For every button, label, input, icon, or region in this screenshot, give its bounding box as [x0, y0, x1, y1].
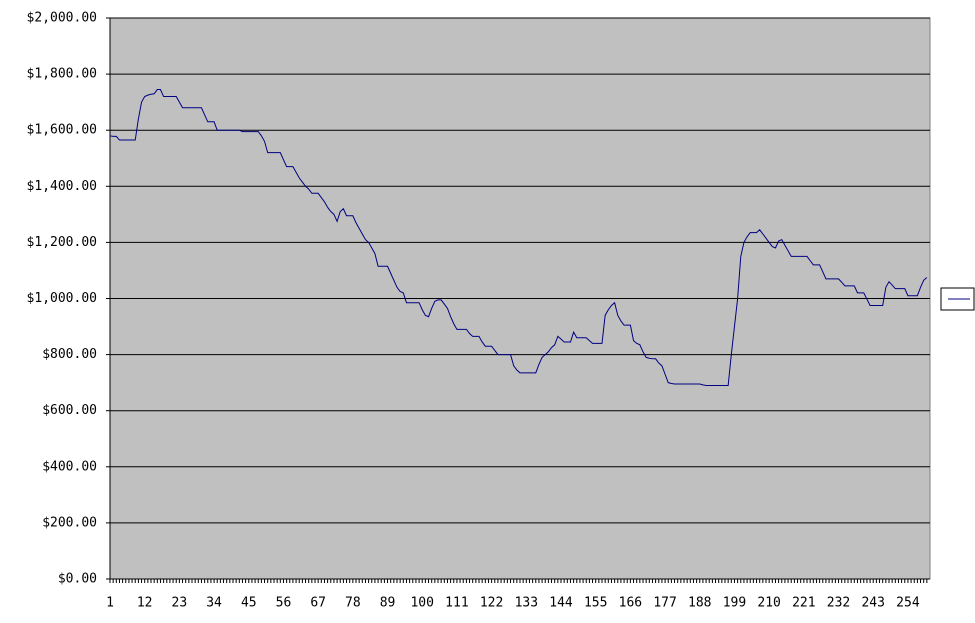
y-tick-label: $800.00 [42, 347, 97, 362]
x-tick-label: 188 [688, 596, 711, 611]
x-tick-label: 210 [757, 596, 780, 611]
x-tick-label: 133 [515, 596, 538, 611]
y-tick-label: $200.00 [42, 515, 97, 530]
y-tick-label: $0.00 [58, 572, 97, 587]
y-tick-label: $1,400.00 [27, 179, 97, 194]
x-tick-label: 243 [861, 596, 884, 611]
y-tick-label: $1,000.00 [27, 291, 97, 306]
x-tick-label: 122 [480, 596, 503, 611]
x-tick-label: 23 [172, 596, 188, 611]
y-tick-label: $2,000.00 [27, 11, 97, 26]
y-tick-label: $400.00 [42, 459, 97, 474]
x-tick-label: 199 [723, 596, 746, 611]
x-tick-label: 166 [619, 596, 642, 611]
x-tick-label: 111 [445, 596, 468, 611]
y-tick-label: $1,200.00 [27, 235, 97, 250]
data-line [109, 89, 928, 386]
x-tick-label: 232 [827, 596, 850, 611]
y-tick-label: $1,800.00 [27, 67, 97, 82]
x-tick-label: 1 [106, 596, 114, 611]
x-tick-label: 177 [653, 596, 676, 611]
x-tick-label: 45 [241, 596, 257, 611]
y-tick-label: $600.00 [42, 403, 97, 418]
x-tick-label: 221 [792, 596, 815, 611]
y-tick-label: $1,600.00 [27, 123, 97, 138]
x-tick-label: 78 [345, 596, 361, 611]
x-tick-label: 155 [584, 596, 607, 611]
x-tick-label: 254 [896, 596, 920, 611]
x-tick-label: 12 [137, 596, 153, 611]
x-tick-label: 56 [276, 596, 292, 611]
x-tick-label: 100 [410, 596, 433, 611]
x-tick-label: 89 [380, 596, 396, 611]
x-tick-label: 67 [310, 596, 326, 611]
x-tick-label: 34 [206, 596, 222, 611]
x-tick-label: 144 [549, 596, 573, 611]
